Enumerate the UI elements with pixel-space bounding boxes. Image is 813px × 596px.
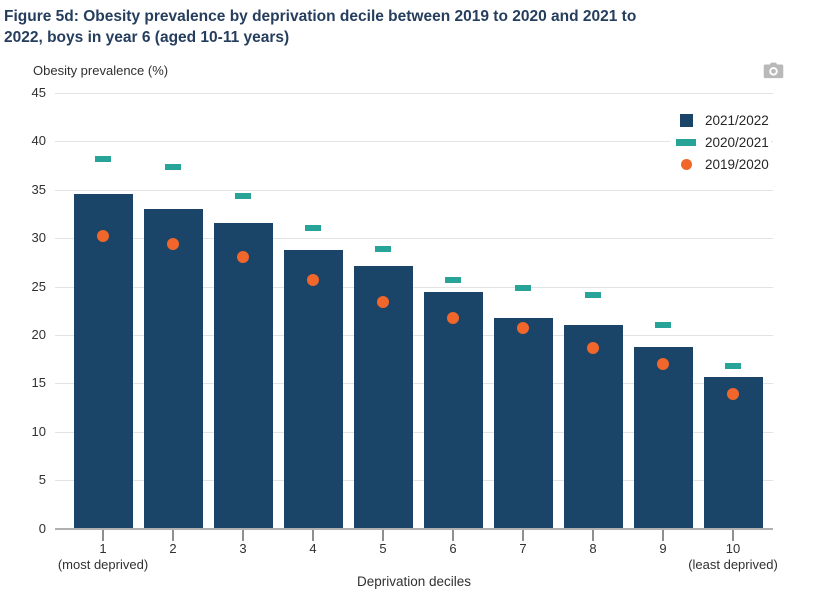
x-axis-line: [55, 527, 773, 530]
x-tick-label: 6: [449, 541, 457, 556]
gridline: [55, 93, 773, 94]
dash-marker-2020-2021: [235, 192, 251, 199]
gridline: [55, 480, 773, 482]
gridline: [55, 238, 773, 240]
dash-marker-2020-2021: [585, 292, 601, 299]
bar-2021-2022: [143, 209, 203, 529]
dot-marker-2019-2020: [97, 230, 109, 243]
x-tick-label: 8: [589, 541, 597, 556]
y-tick-label: 45: [31, 85, 46, 100]
bar-2021-2022: [213, 222, 273, 529]
x-tick-label: 3: [239, 541, 247, 556]
camera-icon: [763, 62, 783, 78]
legend-item-2021-2022[interactable]: 2021/2022: [672, 109, 769, 131]
dot-marker-2019-2020: [727, 387, 739, 400]
bar-2021-2022: [633, 346, 693, 529]
dot-marker-2019-2020: [237, 250, 249, 263]
bar-series-swatch-icon: [672, 113, 700, 127]
x-tick-label: 9: [659, 541, 667, 556]
dash-marker-2020-2021: [515, 284, 531, 291]
bar-2021-2022: [493, 317, 553, 529]
dot-marker-2019-2020: [377, 296, 389, 309]
legend: 2021/2022 2020/2021 2019/2020: [670, 108, 771, 176]
x-tick: [382, 529, 384, 541]
x-tick: [242, 529, 244, 541]
y-tick-label: 30: [31, 230, 46, 246]
dash-series-swatch-icon: [672, 138, 700, 146]
x-tick-label: 7: [519, 541, 527, 556]
bar-2021-2022: [423, 292, 483, 529]
y-axis-title: Obesity prevalence (%): [33, 63, 169, 78]
y-tick-label: 25: [31, 278, 46, 294]
x-tick-label: 10: [725, 541, 741, 556]
gridline: [55, 334, 773, 336]
bar-2021-2022: [703, 376, 763, 529]
bar-2021-2022: [563, 325, 623, 529]
dash-marker-2020-2021: [375, 245, 391, 252]
y-tick-label: 10: [31, 423, 46, 439]
dot-marker-2019-2020: [657, 357, 669, 370]
x-tick-label: 1: [99, 541, 107, 556]
x-tick: [452, 529, 454, 541]
dot-marker-2019-2020: [447, 312, 459, 325]
legend-item-2020-2021[interactable]: 2020/2021: [672, 131, 769, 153]
x-tick-label: 2: [169, 541, 177, 556]
dot-marker-2019-2020: [517, 322, 529, 335]
y-tick-label: 35: [31, 181, 46, 197]
bar-2021-2022: [353, 266, 413, 529]
bar-2021-2022: [73, 193, 133, 529]
y-tick-label: 5: [38, 472, 46, 488]
download-plot-button[interactable]: [758, 58, 788, 82]
x-tick: [522, 529, 524, 541]
x-tick: [592, 529, 594, 541]
legend-label: 2021/2022: [705, 112, 769, 128]
legend-label: 2020/2021: [705, 134, 769, 150]
dash-marker-2020-2021: [655, 322, 671, 329]
legend-item-2019-2020[interactable]: 2019/2020: [672, 153, 769, 175]
y-tick-label: 20: [31, 326, 46, 342]
y-tick-label: 15: [31, 375, 46, 391]
gridline: [55, 383, 773, 385]
dot-series-swatch-icon: [672, 158, 700, 170]
dot-marker-2019-2020: [587, 342, 599, 355]
x-sublabel-least-deprived: (least deprived): [688, 557, 778, 572]
x-tick: [102, 529, 104, 541]
dash-marker-2020-2021: [725, 362, 741, 369]
gridline: [55, 286, 773, 288]
legend-label: 2019/2020: [705, 156, 769, 172]
dash-marker-2020-2021: [305, 224, 321, 231]
x-tick: [172, 529, 174, 541]
gridline: [55, 141, 773, 143]
x-tick: [732, 529, 734, 541]
x-tick: [662, 529, 664, 541]
x-sublabel-most-deprived: (most deprived): [57, 557, 149, 572]
y-tick-label: 0: [38, 520, 46, 536]
x-tick-label: 4: [309, 541, 317, 556]
dash-marker-2020-2021: [165, 163, 181, 170]
gridline: [55, 189, 773, 191]
bar-2021-2022: [283, 249, 343, 529]
dash-marker-2020-2021: [95, 155, 111, 162]
x-axis-title: Deprivation deciles: [356, 574, 472, 589]
x-tick: [312, 529, 314, 541]
dash-marker-2020-2021: [445, 276, 461, 283]
gridline: [55, 431, 773, 433]
dot-marker-2019-2020: [167, 237, 179, 250]
x-tick-label: 5: [379, 541, 387, 556]
dot-marker-2019-2020: [307, 273, 319, 286]
figure-title: Figure 5d: Obesity prevalence by depriva…: [4, 8, 637, 46]
y-tick-label: 40: [31, 133, 46, 149]
